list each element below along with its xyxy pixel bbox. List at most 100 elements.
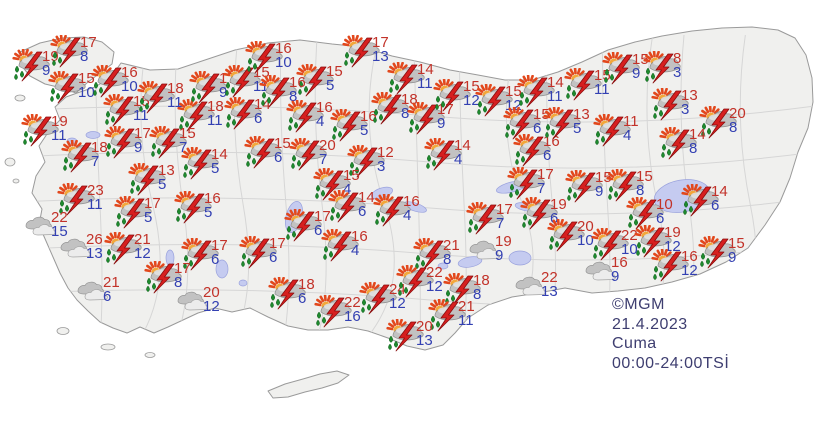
- station-temps: 16 10: [121, 65, 138, 94]
- weather-station: 22 10: [590, 228, 654, 264]
- station-temps: 20 12: [203, 285, 220, 314]
- temp-min: 7: [319, 151, 328, 168]
- weather-station: 14 8: [658, 127, 722, 163]
- temp-min: 8: [174, 274, 183, 291]
- weather-station: 15 9: [564, 170, 628, 206]
- station-temps: 17 8: [80, 35, 97, 64]
- weather-station: 10 6: [625, 197, 689, 233]
- temp-min: 8: [689, 140, 698, 157]
- station-temps: 15 6: [533, 107, 550, 137]
- temp-min: 9: [42, 62, 51, 79]
- temp-max: 16: [289, 74, 306, 91]
- weather-station: 17 7: [465, 202, 529, 238]
- temp-min: 6: [543, 147, 552, 164]
- temp-max: 19: [550, 196, 567, 213]
- temp-max: 14: [547, 74, 564, 91]
- station-temps: 14 11: [417, 61, 434, 91]
- temp-min: 7: [179, 139, 188, 156]
- temp-min: 10: [275, 54, 292, 71]
- temp-max: 16: [316, 99, 333, 116]
- weather-station: 18 11: [176, 99, 240, 135]
- temp-min: 12: [134, 245, 151, 262]
- temp-max: 15: [632, 51, 649, 68]
- temp-min: 7: [91, 153, 100, 170]
- weather-station: 18 8: [442, 273, 506, 309]
- temp-min: 10: [577, 232, 594, 249]
- temp-max: 15: [326, 63, 343, 80]
- temp-min: 6: [533, 120, 542, 137]
- weather-station: 18 11: [136, 81, 200, 117]
- station-temps: 23 11: [87, 183, 104, 212]
- temp-max: 17: [437, 101, 454, 118]
- weather-station: 15 10: [47, 71, 111, 107]
- station-temps: 13 3: [681, 88, 698, 117]
- station-temps: 15 9: [728, 236, 745, 266]
- station-temps: 15 6: [274, 136, 291, 165]
- temp-max: 18: [207, 98, 224, 115]
- temp-min: 9: [595, 183, 604, 200]
- temp-min: 10: [78, 84, 95, 101]
- temp-max: 19: [51, 113, 68, 130]
- temp-min: 4: [351, 242, 360, 259]
- temp-min: 6: [656, 210, 665, 227]
- weather-station: 21 8: [412, 238, 476, 274]
- weather-station: 18 7: [60, 140, 124, 176]
- temp-max: 16: [403, 193, 420, 210]
- temp-max: 17: [537, 166, 554, 183]
- station-temps: 17 13: [372, 35, 389, 64]
- attribution-source: ©MGM: [612, 296, 665, 313]
- weather-station: 16 9: [580, 255, 644, 291]
- temp-min: 7: [496, 215, 505, 232]
- temp-max: 22: [344, 294, 361, 311]
- weather-station: 20 7: [288, 138, 352, 174]
- station-temps: 16 10: [275, 41, 292, 71]
- station-temps: 18 7: [91, 140, 108, 170]
- temp-max: 16: [611, 254, 628, 271]
- temp-min: 9: [134, 139, 143, 156]
- weather-station: 19 12: [633, 225, 697, 261]
- temp-max: 17: [496, 201, 513, 218]
- weather-station: 15 9: [697, 236, 761, 272]
- weather-station: 23 11: [56, 183, 120, 219]
- temp-max: 14: [417, 61, 434, 78]
- temp-max: 26: [86, 231, 103, 248]
- temp-min: 6: [103, 288, 112, 305]
- weather-station: 14 4: [423, 138, 487, 174]
- temp-min: 7: [537, 180, 546, 197]
- temp-min: 15: [51, 223, 68, 240]
- station-temps: 15 9: [632, 51, 649, 81]
- temp-min: 8: [729, 119, 738, 136]
- temp-min: 13: [86, 245, 103, 262]
- station-temps: 22 13: [541, 270, 558, 299]
- temp-min: 9: [728, 249, 737, 266]
- weather-station: 17 7: [506, 167, 570, 203]
- weather-station: 17 9: [103, 126, 167, 162]
- station-temps: 26 13: [86, 231, 103, 262]
- temp-min: 8: [289, 88, 298, 105]
- temp-max: 22: [621, 227, 638, 244]
- temp-min: 4: [454, 151, 463, 168]
- station-temps: 14 8: [689, 127, 706, 157]
- temp-min: 6: [550, 210, 559, 227]
- temp-max: 20: [416, 318, 433, 335]
- temp-max: 15: [595, 169, 612, 186]
- temp-min: 5: [211, 160, 220, 177]
- cyprus-island: [267, 370, 350, 399]
- station-temps: 16 4: [351, 229, 368, 259]
- weather-station: 21 11: [427, 299, 491, 335]
- temp-max: 20: [729, 105, 746, 122]
- weather-station: 20 10: [546, 219, 610, 255]
- weather-station: 17 8: [143, 261, 207, 297]
- station-temps: 18 8: [473, 273, 490, 302]
- temp-min: 11: [167, 94, 183, 111]
- weather-station: 17 9: [406, 102, 470, 138]
- attribution-date: 21.4.2023: [612, 315, 688, 333]
- station-temps: 17 8: [174, 261, 191, 291]
- temp-min: 3: [673, 64, 682, 81]
- weather-station: 16 4: [320, 229, 384, 265]
